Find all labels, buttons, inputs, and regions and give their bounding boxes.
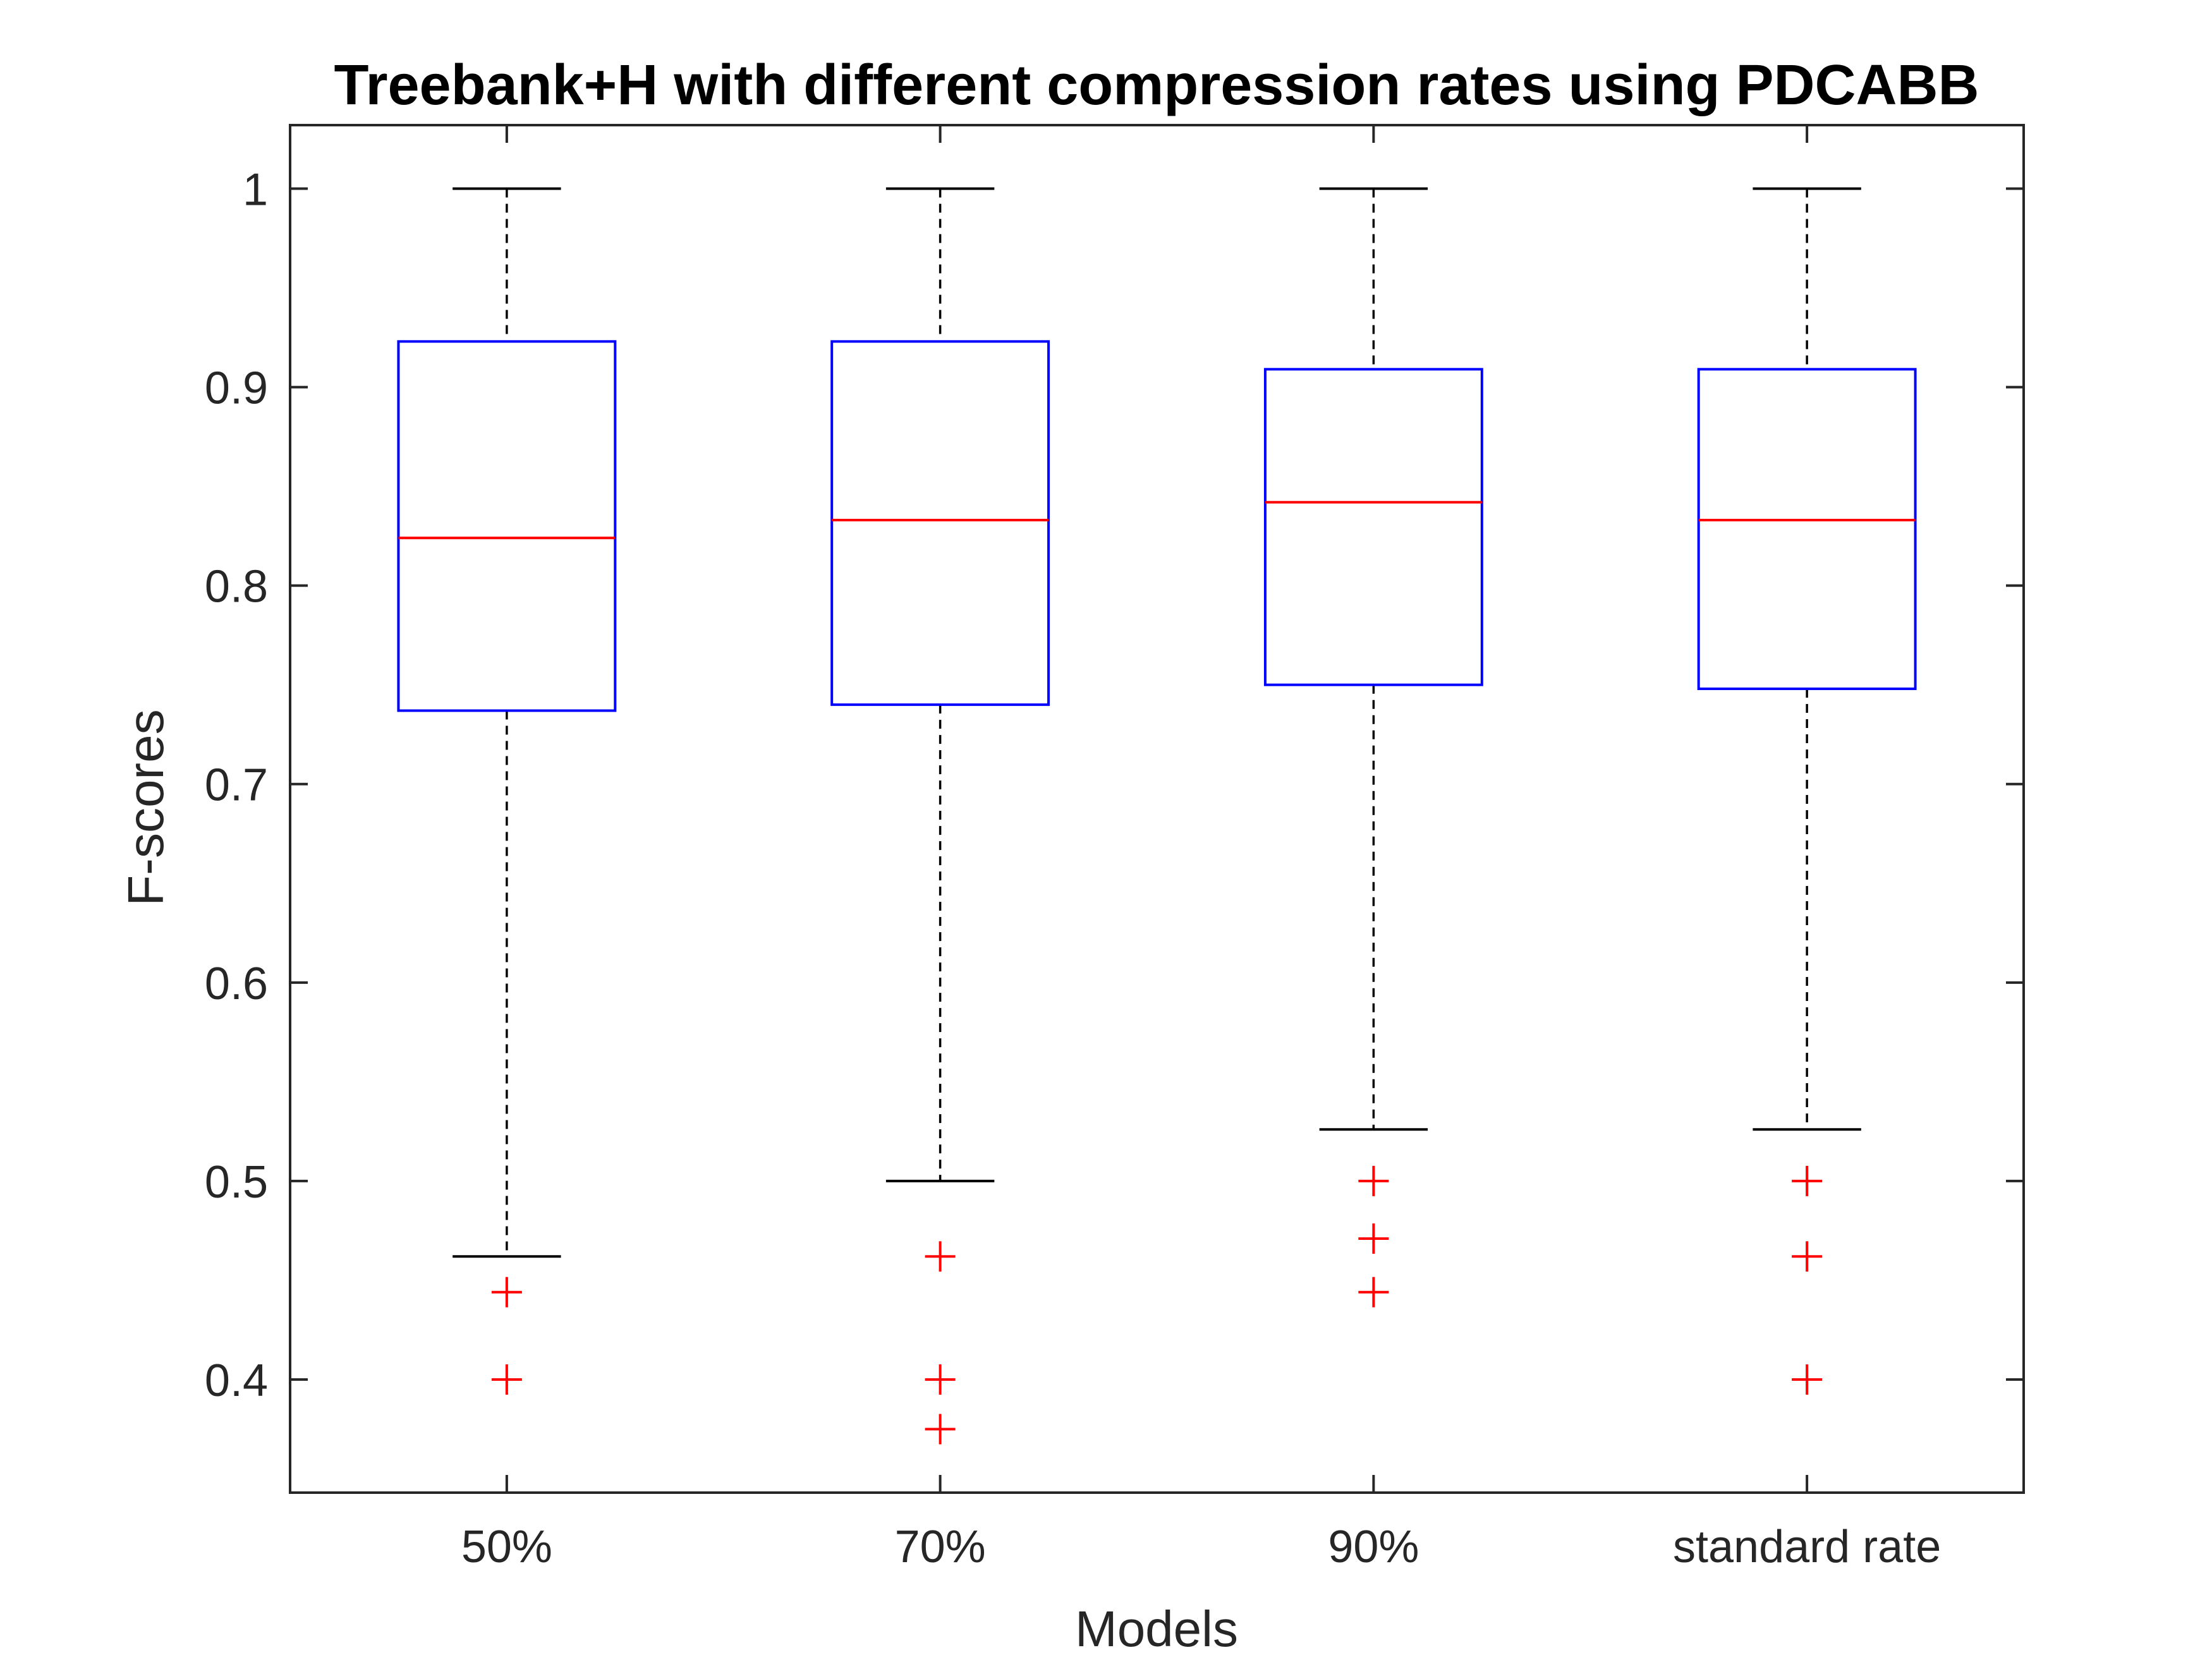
y-tick-label: 0.4 — [205, 1356, 268, 1406]
outlier-marker — [1792, 1241, 1823, 1272]
outlier-marker — [491, 1277, 522, 1307]
box-iqr — [1697, 368, 1917, 690]
outlier-marker — [1358, 1277, 1389, 1307]
box-iqr — [397, 340, 617, 712]
outlier-marker — [1358, 1223, 1389, 1254]
y-tick-label: 0.5 — [205, 1157, 268, 1208]
y-tick-label: 1 — [243, 165, 268, 215]
x-tick-label: 50% — [461, 1522, 552, 1572]
outlier-marker — [925, 1241, 956, 1272]
y-tick-label: 0.9 — [205, 363, 268, 414]
y-tick-label: 0.6 — [205, 959, 268, 1009]
y-tick-label: 0.8 — [205, 562, 268, 612]
x-tick-label: 90% — [1328, 1522, 1419, 1572]
x-tick-label: 70% — [895, 1522, 986, 1572]
plot-area: 0.4 0.5 0.6 0.7 0.8 0.9 1 50% 70% 90% standard rat… — [205, 124, 2025, 1572]
chart-title: Treebank+H with different compression ra… — [334, 54, 1979, 117]
y-axis-label: F-scores — [118, 709, 174, 906]
outlier-marker — [1792, 1165, 1823, 1196]
x-axis-label: Models — [1075, 1601, 1238, 1657]
outlier-marker — [925, 1414, 956, 1445]
outlier-marker — [1792, 1364, 1823, 1395]
y-tick-label: 0.7 — [205, 760, 268, 811]
box-iqr — [1263, 368, 1483, 686]
outlier-marker — [1358, 1165, 1389, 1196]
outlier-marker — [491, 1364, 522, 1395]
box-iqr — [830, 340, 1050, 707]
outlier-marker — [925, 1364, 956, 1395]
axes-frame — [289, 124, 2025, 1494]
x-tick-label: standard rate — [1673, 1522, 1941, 1572]
